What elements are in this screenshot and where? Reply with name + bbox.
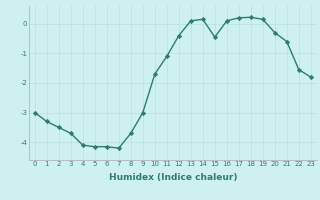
X-axis label: Humidex (Indice chaleur): Humidex (Indice chaleur): [108, 173, 237, 182]
